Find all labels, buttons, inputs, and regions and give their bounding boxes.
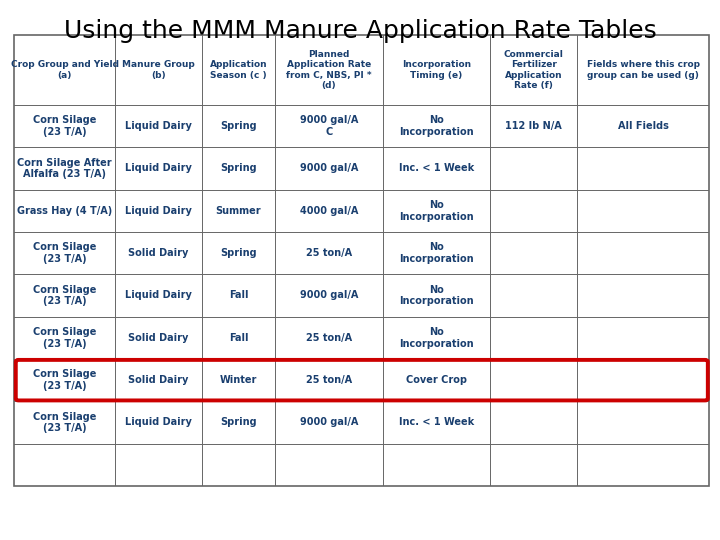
Text: Spring: Spring [220,164,257,173]
Text: Planned
Application Rate
from C, NBS, PI *
(d): Planned Application Rate from C, NBS, PI… [286,50,372,90]
Text: Winter: Winter [220,375,257,385]
Text: Incorporation
Timing (e): Incorporation Timing (e) [402,60,471,80]
Text: Liquid Dairy: Liquid Dairy [125,291,192,300]
Text: Corn Silage
(23 T/A): Corn Silage (23 T/A) [33,369,96,391]
Text: Corn Silage
(23 T/A): Corn Silage (23 T/A) [33,242,96,264]
Text: Penn State: Penn State [13,505,132,526]
Text: No
Incorporation: No Incorporation [399,116,474,137]
Text: Inc. < 1 Week: Inc. < 1 Week [399,164,474,173]
Text: 25 ton/A: 25 ton/A [306,333,352,343]
Text: 9000 gal/A: 9000 gal/A [300,417,358,428]
Text: Fall: Fall [229,333,248,343]
Text: 25 ton/A: 25 ton/A [306,248,352,258]
Text: Corn Silage After
Alfalfa (23 T/A): Corn Silage After Alfalfa (23 T/A) [17,158,112,179]
Text: Using the MMM Manure Application Rate Tables: Using the MMM Manure Application Rate Ta… [63,19,657,43]
Text: No
Incorporation: No Incorporation [399,200,474,221]
Text: Corn Silage
(23 T/A): Corn Silage (23 T/A) [33,285,96,306]
Text: Spring: Spring [220,121,257,131]
Text: No
Incorporation: No Incorporation [399,242,474,264]
Text: Commercial
Fertilizer
Application
Rate (f): Commercial Fertilizer Application Rate (… [504,50,564,90]
Text: 9000 gal/A: 9000 gal/A [300,164,358,173]
Text: Liquid Dairy: Liquid Dairy [125,417,192,428]
Text: All Fields: All Fields [618,121,669,131]
Text: Solid Dairy: Solid Dairy [128,333,189,343]
Text: Corn Silage
(23 T/A): Corn Silage (23 T/A) [33,411,96,433]
Text: 9000 gal/A: 9000 gal/A [300,291,358,300]
Text: No
Incorporation: No Incorporation [399,285,474,306]
Text: Corn Silage
(23 T/A): Corn Silage (23 T/A) [33,327,96,349]
Text: 9000 gal/A
C: 9000 gal/A C [300,116,358,137]
Text: Extension: Extension [91,505,207,526]
Text: No
Incorporation: No Incorporation [399,327,474,349]
Text: Solid Dairy: Solid Dairy [128,248,189,258]
Text: 25 ton/A: 25 ton/A [306,375,352,385]
Text: Spring: Spring [220,417,257,428]
Text: Manure Group
(b): Manure Group (b) [122,60,195,80]
Text: Fields where this crop
group can be used (g): Fields where this crop group can be used… [587,60,700,80]
Text: Cover Crop: Cover Crop [406,375,467,385]
Text: Corn Silage
(23 T/A): Corn Silage (23 T/A) [33,116,96,137]
Text: Spring: Spring [220,248,257,258]
Text: Fall: Fall [229,291,248,300]
Text: Liquid Dairy: Liquid Dairy [125,121,192,131]
Text: Application
Season (c ): Application Season (c ) [210,60,267,80]
Text: Liquid Dairy: Liquid Dairy [125,164,192,173]
Text: Liquid Dairy: Liquid Dairy [125,206,192,216]
Text: Inc. < 1 Week: Inc. < 1 Week [399,417,474,428]
Text: Crop Group and Yield
(a): Crop Group and Yield (a) [11,60,119,80]
Text: 112 lb N/A: 112 lb N/A [505,121,562,131]
Text: Grass Hay (4 T/A): Grass Hay (4 T/A) [17,206,112,216]
Text: 4000 gal/A: 4000 gal/A [300,206,358,216]
Text: Solid Dairy: Solid Dairy [128,375,189,385]
Text: Summer: Summer [216,206,261,216]
